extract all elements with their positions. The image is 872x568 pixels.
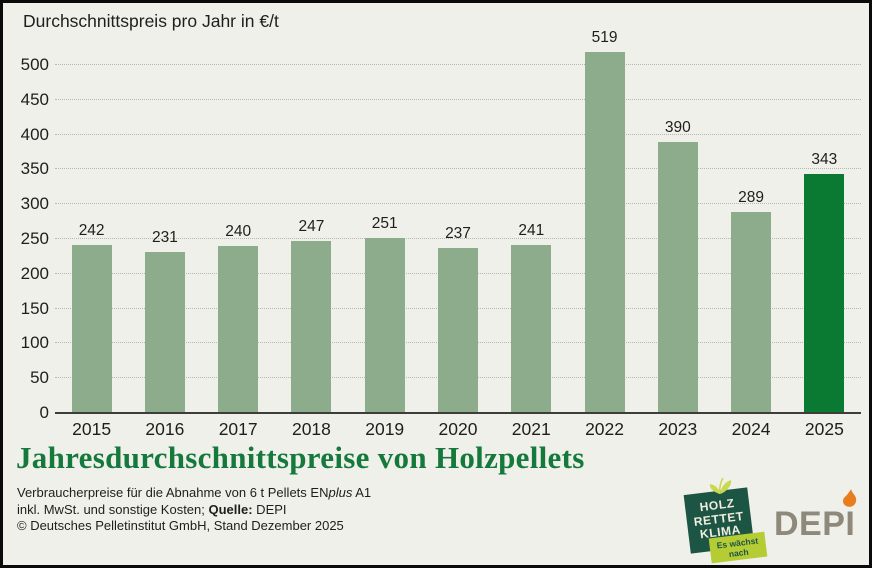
x-axis-label-2020: 2020 <box>438 419 478 439</box>
x-axis-label-2022: 2022 <box>585 419 624 439</box>
bar-2023 <box>657 141 698 413</box>
footnote-source-label: Quelle: <box>208 501 253 517</box>
depi-logo: DEPI <box>774 489 860 545</box>
bar-2015 <box>71 244 112 413</box>
holz-rettet-klima-logo: HOLZ RETTET KLIMA Es wächst nach <box>683 478 768 565</box>
x-axis-label-2019: 2019 <box>365 419 405 439</box>
footnote-line-2-text: inkl. MwSt. und sonstige Kosten; <box>17 501 209 517</box>
bar-2019 <box>364 238 405 413</box>
y-axis-label-200: 200 <box>20 263 49 283</box>
x-axis-label-2023: 2023 <box>658 419 698 439</box>
bar-2021 <box>511 245 552 413</box>
chart-title: Durchschnittspreis pro Jahr in €/t <box>23 11 279 31</box>
y-axis-labels: 0 50 100 150 200 250 300 350 400 450 500 <box>9 55 49 422</box>
bar-2016 <box>144 252 185 413</box>
bar-2017 <box>218 245 259 413</box>
hrk-ribbon: Es wächst nach <box>708 531 768 564</box>
leaf-icon <box>709 478 732 495</box>
x-axis-label-2018: 2018 <box>291 419 331 439</box>
footnote-line-1: Verbraucherpreise für die Abnahme von 6 … <box>17 485 371 502</box>
gridline-450 <box>55 98 861 100</box>
bar-value-label-2017: 240 <box>225 222 252 240</box>
bar-value-label-2018: 247 <box>298 218 325 236</box>
y-axis-label-300: 300 <box>20 194 49 214</box>
footnote-source-value: DEPI <box>252 501 287 517</box>
footnote-line-2: inkl. MwSt. und sonstige Kosten; Quelle:… <box>17 502 371 519</box>
footnote-line-1-italic: plus <box>328 485 353 500</box>
bar-value-label-2015: 242 <box>78 221 105 239</box>
bar-2024 <box>731 211 772 413</box>
bar-2018 <box>291 241 332 413</box>
bar-2022 <box>584 51 625 413</box>
y-axis-label-400: 400 <box>20 124 49 144</box>
bar-value-label-2025: 343 <box>811 151 838 169</box>
y-axis-label-150: 150 <box>20 298 49 318</box>
x-axis-label-2024: 2024 <box>731 419 771 439</box>
x-axis-label-2021: 2021 <box>511 419 551 439</box>
footnote-line-1-text: Verbraucherpreise für die Abnahme von 6 … <box>17 485 329 500</box>
y-axis-label-500: 500 <box>20 55 49 74</box>
y-axis-label-250: 250 <box>20 229 49 248</box>
footnote-line-3: © Deutsches Pelletinstitut GmbH, Stand D… <box>17 518 344 533</box>
plot-area: 242 231 240 247 251 237 241 519 390 289 343 <box>55 29 861 413</box>
footnote-line-1-suffix: A1 <box>352 485 372 500</box>
y-axis-label-350: 350 <box>20 159 49 179</box>
bar-value-label-2024: 289 <box>738 188 765 206</box>
y-axis-label-0: 0 <box>39 403 49 422</box>
x-axis-label-2016: 2016 <box>145 419 185 439</box>
bar-value-label-2020: 237 <box>445 225 471 243</box>
x-axis-labels: 2015 2016 2017 2018 2019 2020 2021 2022 2023 2024… <box>55 419 861 443</box>
gridline-250 <box>55 238 861 239</box>
bar-value-label-2016: 231 <box>151 229 178 247</box>
x-axis-line <box>55 412 861 414</box>
footnote: Verbraucherpreise für die Abnahme von 6 … <box>17 485 371 535</box>
gridline-400 <box>55 133 861 135</box>
x-axis-label-2017: 2017 <box>218 419 258 439</box>
bar-value-label-2021: 241 <box>518 222 545 240</box>
x-axis-label-2025: 2025 <box>804 419 844 439</box>
x-axis-label-2015: 2015 <box>72 419 112 439</box>
depi-logo-text: DEPI <box>774 505 856 543</box>
page-title: Jahresdurchschnittspreise von Holzpellet… <box>16 440 585 475</box>
y-axis-label-50: 50 <box>30 368 49 388</box>
gridline-300 <box>55 203 861 205</box>
bar-value-label-2019: 251 <box>371 215 398 233</box>
gridline-350 <box>55 168 861 170</box>
bar-value-label-2023: 390 <box>664 118 691 136</box>
y-axis-label-100: 100 <box>20 333 49 353</box>
bar-2025 <box>804 174 845 413</box>
flame-icon <box>842 489 857 507</box>
y-axis-label-450: 450 <box>20 89 49 109</box>
bar-value-label-2022: 519 <box>591 28 618 46</box>
bar-2020 <box>438 248 478 413</box>
gridline-500 <box>55 64 861 65</box>
